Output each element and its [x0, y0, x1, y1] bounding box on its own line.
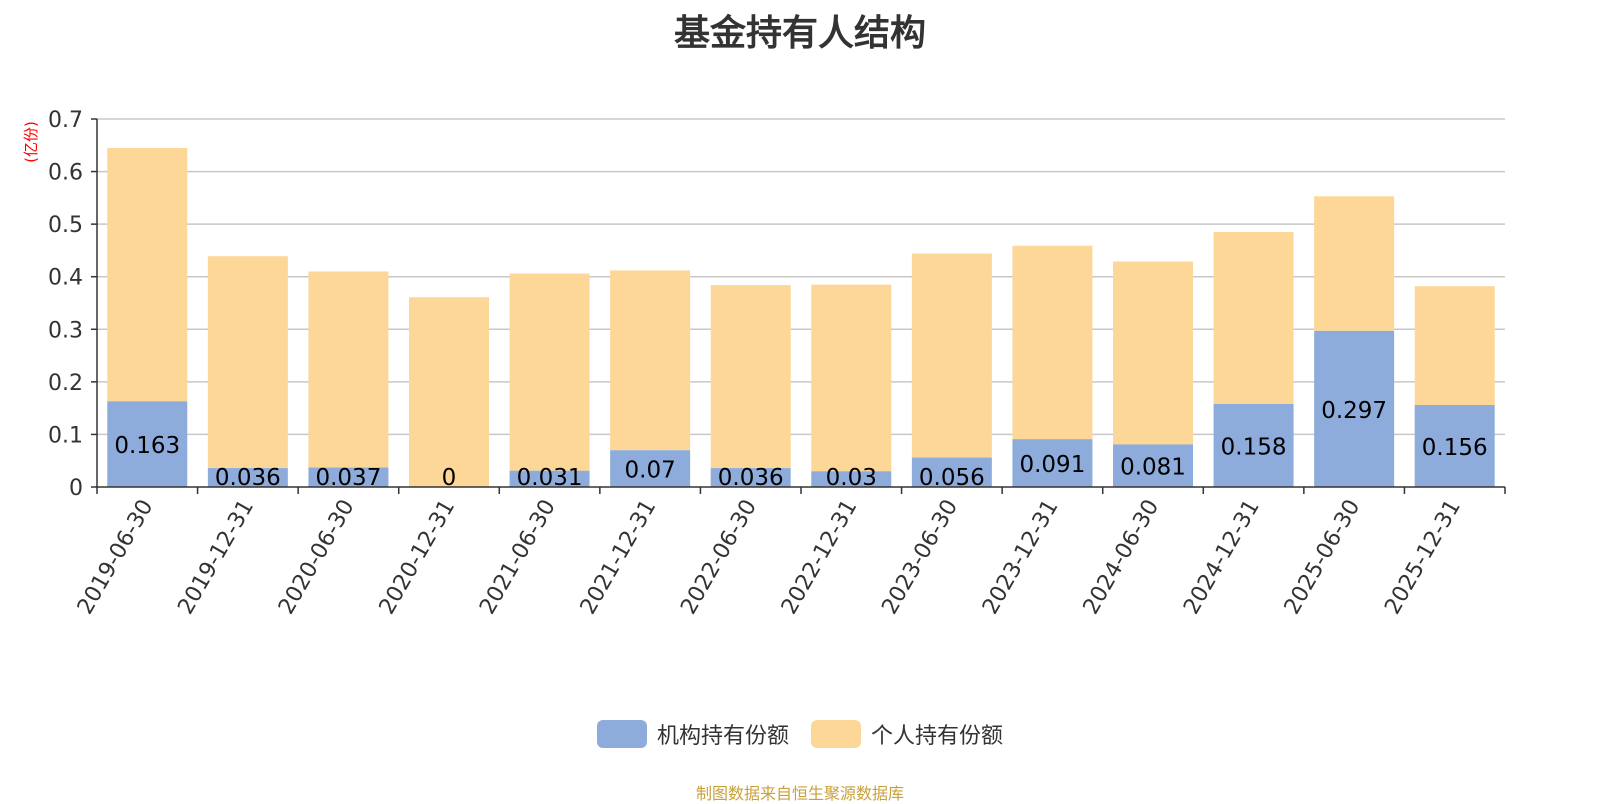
data-label: 0.156: [1422, 435, 1488, 461]
y-tick-label: 0.3: [48, 318, 83, 343]
bar-institutional: [1314, 330, 1395, 487]
bar-individual: [1314, 196, 1395, 331]
x-tick-label: 2019-12-31: [173, 496, 259, 619]
x-tick-label: 2024-12-31: [1179, 496, 1265, 619]
bar-individual: [710, 285, 791, 469]
data-label: 0.158: [1221, 434, 1287, 460]
y-tick-label: 0.1: [48, 423, 83, 448]
data-label: 0.07: [625, 458, 676, 484]
data-label: 0: [442, 465, 457, 491]
legend-label-institutional: 机构持有份额: [656, 724, 789, 749]
x-tick-label: 2021-06-30: [475, 496, 561, 619]
x-tick-label: 2024-06-30: [1079, 496, 1165, 619]
bar-individual: [509, 273, 590, 471]
y-tick-label: 0.2: [48, 371, 83, 396]
x-tick-label: 2022-12-31: [777, 496, 863, 619]
bar-institutional: [1414, 404, 1495, 487]
bar-individual: [911, 253, 992, 458]
chart-title: 基金持有人结构: [673, 13, 926, 54]
y-tick-label: 0.6: [48, 161, 83, 186]
legend: 机构持有份额 个人持有份额: [0, 718, 1600, 750]
x-tick-label: 2025-12-31: [1380, 496, 1466, 619]
x-tick-label: 2023-06-30: [877, 496, 963, 619]
data-label: 0.081: [1120, 455, 1186, 481]
y-tick-label: 0.7: [48, 108, 83, 133]
bars: [107, 147, 1495, 487]
x-tick-label: 2021-12-31: [576, 496, 662, 619]
x-tick-label: 2022-06-30: [676, 496, 762, 619]
source-note: 制图数据来自恒生聚源数据库: [695, 784, 904, 803]
grid-lines: [97, 118, 1505, 436]
bar-institutional: [1012, 439, 1093, 487]
y-tick-label: 0: [69, 476, 83, 501]
y-axis-unit-label: (亿份): [22, 121, 40, 163]
legend-item-individual[interactable]: 个人持有份额: [811, 718, 1003, 750]
bar-institutional: [811, 471, 892, 487]
bar-institutional: [107, 401, 188, 487]
bar-individual: [610, 270, 691, 451]
x-tick-label: 2020-06-30: [274, 496, 360, 619]
bar-individual: [1213, 232, 1294, 404]
y-tick-label: 0.4: [48, 266, 83, 291]
bar-institutional: [509, 470, 590, 487]
legend-swatch-individual: [811, 720, 861, 748]
data-label: 0.297: [1321, 398, 1387, 424]
bar-individual: [811, 284, 892, 472]
bar-institutional: [308, 467, 389, 487]
x-tick-label: 2023-12-31: [978, 496, 1064, 619]
bar-institutional: [1213, 403, 1294, 487]
data-label: 0.091: [1019, 452, 1085, 478]
bar-individual: [107, 147, 188, 402]
bar-individual: [1012, 245, 1093, 440]
bar-individual: [409, 297, 489, 487]
legend-swatch-institutional: [596, 720, 647, 748]
bar-individual: [308, 271, 389, 468]
x-tick-label: 2025-06-30: [1280, 496, 1366, 619]
bar-institutional: [207, 468, 288, 487]
legend-label-individual: 个人持有份额: [871, 724, 1004, 749]
legend-item-institutional[interactable]: 机构持有份额: [596, 718, 789, 750]
bar-institutional: [710, 468, 791, 487]
bar-individual: [1113, 261, 1193, 445]
bar-individual: [207, 256, 288, 469]
y-tick-label: 0.5: [48, 213, 83, 238]
bar-institutional: [610, 450, 691, 487]
x-tick-label: 2019-06-30: [73, 496, 159, 619]
bar-individual: [1414, 286, 1495, 405]
x-tick-label: 2020-12-31: [375, 496, 461, 619]
data-label: 0.163: [114, 433, 180, 459]
bar-institutional: [911, 457, 992, 487]
bar-institutional: [1113, 444, 1193, 487]
